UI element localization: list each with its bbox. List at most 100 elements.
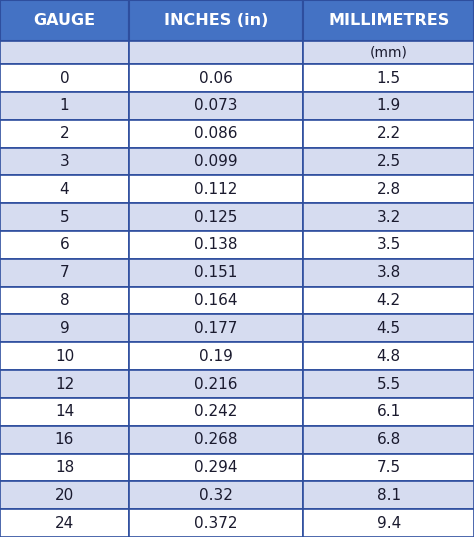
Text: 5.5: 5.5 xyxy=(377,376,401,391)
Text: 0.112: 0.112 xyxy=(194,182,238,197)
Text: 4.2: 4.2 xyxy=(377,293,401,308)
Bar xyxy=(0,231,129,259)
Text: 3.8: 3.8 xyxy=(376,265,401,280)
Text: 0.164: 0.164 xyxy=(194,293,238,308)
Text: 6.8: 6.8 xyxy=(376,432,401,447)
Text: MILLIMETRES: MILLIMETRES xyxy=(328,13,449,28)
Text: 7: 7 xyxy=(60,265,69,280)
Bar xyxy=(0,287,129,315)
Text: 0.151: 0.151 xyxy=(194,265,238,280)
Bar xyxy=(129,287,303,315)
Text: 0.177: 0.177 xyxy=(194,321,238,336)
Text: 8: 8 xyxy=(60,293,69,308)
Text: 12: 12 xyxy=(55,376,74,391)
Bar xyxy=(0,92,129,120)
Text: (mm): (mm) xyxy=(370,46,408,60)
Text: 0.294: 0.294 xyxy=(194,460,238,475)
Bar xyxy=(303,454,474,481)
Text: 16: 16 xyxy=(55,432,74,447)
Bar xyxy=(303,176,474,203)
Bar xyxy=(303,64,474,92)
Bar xyxy=(129,370,303,398)
Text: 7.5: 7.5 xyxy=(377,460,401,475)
Text: 3: 3 xyxy=(60,154,69,169)
Text: 4.8: 4.8 xyxy=(377,349,401,364)
Bar xyxy=(303,426,474,454)
Bar xyxy=(303,370,474,398)
Bar xyxy=(303,0,474,41)
Text: 0.242: 0.242 xyxy=(194,404,238,419)
Text: 18: 18 xyxy=(55,460,74,475)
Bar xyxy=(129,398,303,426)
Bar xyxy=(303,120,474,148)
Bar xyxy=(303,287,474,315)
Text: 0.32: 0.32 xyxy=(199,488,233,503)
Text: 0: 0 xyxy=(60,70,69,85)
Text: 8.1: 8.1 xyxy=(377,488,401,503)
Bar xyxy=(129,64,303,92)
Text: GAUGE: GAUGE xyxy=(33,13,96,28)
Text: 1.9: 1.9 xyxy=(376,98,401,113)
Bar xyxy=(303,509,474,537)
Bar xyxy=(0,259,129,287)
Bar xyxy=(303,259,474,287)
Bar xyxy=(129,342,303,370)
Text: 10: 10 xyxy=(55,349,74,364)
Bar xyxy=(129,148,303,176)
Text: 1.5: 1.5 xyxy=(377,70,401,85)
Text: 3.2: 3.2 xyxy=(376,209,401,224)
Text: 1: 1 xyxy=(60,98,69,113)
Bar xyxy=(303,41,474,64)
Bar xyxy=(129,176,303,203)
Bar xyxy=(0,41,129,64)
Bar xyxy=(303,231,474,259)
Text: 20: 20 xyxy=(55,488,74,503)
Text: 0.086: 0.086 xyxy=(194,126,238,141)
Text: 5: 5 xyxy=(60,209,69,224)
Bar xyxy=(0,64,129,92)
Bar xyxy=(129,231,303,259)
Text: 2.8: 2.8 xyxy=(377,182,401,197)
Bar xyxy=(129,481,303,509)
Bar xyxy=(129,454,303,481)
Bar xyxy=(0,426,129,454)
Text: 2.5: 2.5 xyxy=(377,154,401,169)
Bar xyxy=(129,426,303,454)
Text: 0.216: 0.216 xyxy=(194,376,238,391)
Bar xyxy=(303,398,474,426)
Text: 0.19: 0.19 xyxy=(199,349,233,364)
Bar xyxy=(129,315,303,342)
Text: 0.06: 0.06 xyxy=(199,70,233,85)
Bar xyxy=(0,176,129,203)
Text: 0.099: 0.099 xyxy=(194,154,238,169)
Text: 0.138: 0.138 xyxy=(194,237,238,252)
Text: 0.372: 0.372 xyxy=(194,516,238,531)
Bar xyxy=(129,203,303,231)
Bar xyxy=(303,203,474,231)
Text: 0.268: 0.268 xyxy=(194,432,238,447)
Bar xyxy=(303,481,474,509)
Bar xyxy=(129,92,303,120)
Bar xyxy=(0,342,129,370)
Bar xyxy=(129,0,303,41)
Bar xyxy=(0,370,129,398)
Text: 2.2: 2.2 xyxy=(377,126,401,141)
Bar xyxy=(0,509,129,537)
Text: 4.5: 4.5 xyxy=(377,321,401,336)
Text: 24: 24 xyxy=(55,516,74,531)
Text: 0.073: 0.073 xyxy=(194,98,238,113)
Text: 9: 9 xyxy=(60,321,69,336)
Text: INCHES (in): INCHES (in) xyxy=(164,13,268,28)
Bar xyxy=(0,120,129,148)
Text: 9.4: 9.4 xyxy=(376,516,401,531)
Bar xyxy=(0,454,129,481)
Bar xyxy=(129,41,303,64)
Text: 4: 4 xyxy=(60,182,69,197)
Text: 2: 2 xyxy=(60,126,69,141)
Text: 14: 14 xyxy=(55,404,74,419)
Text: 0.125: 0.125 xyxy=(194,209,238,224)
Text: 3.5: 3.5 xyxy=(376,237,401,252)
Bar xyxy=(0,398,129,426)
Bar xyxy=(129,120,303,148)
Bar xyxy=(303,92,474,120)
